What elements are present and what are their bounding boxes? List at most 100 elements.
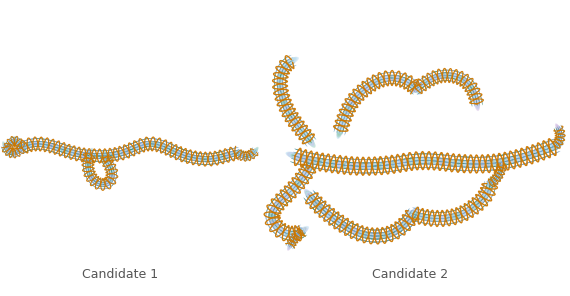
Ellipse shape [196, 156, 211, 162]
Ellipse shape [46, 143, 61, 150]
Ellipse shape [14, 139, 23, 147]
Ellipse shape [311, 198, 324, 211]
Ellipse shape [361, 163, 381, 170]
Ellipse shape [11, 150, 21, 155]
Ellipse shape [170, 149, 185, 157]
Ellipse shape [447, 73, 463, 80]
Ellipse shape [92, 180, 104, 187]
Ellipse shape [88, 153, 103, 159]
Ellipse shape [205, 155, 221, 162]
Ellipse shape [538, 144, 557, 154]
Ellipse shape [275, 226, 291, 237]
Ellipse shape [499, 164, 503, 175]
Ellipse shape [295, 123, 307, 136]
Ellipse shape [277, 70, 283, 87]
Ellipse shape [418, 78, 431, 88]
Ellipse shape [27, 141, 42, 147]
Ellipse shape [132, 142, 146, 150]
Ellipse shape [28, 141, 44, 147]
Ellipse shape [113, 150, 128, 157]
Ellipse shape [3, 145, 11, 154]
Ellipse shape [108, 164, 115, 177]
Ellipse shape [316, 203, 329, 215]
Ellipse shape [347, 226, 363, 236]
Ellipse shape [422, 76, 436, 85]
Ellipse shape [390, 75, 406, 82]
Ellipse shape [324, 160, 344, 167]
Ellipse shape [376, 75, 392, 83]
Ellipse shape [11, 139, 21, 144]
Ellipse shape [295, 155, 314, 163]
Ellipse shape [336, 220, 351, 231]
Ellipse shape [409, 157, 429, 164]
Ellipse shape [497, 167, 503, 177]
Ellipse shape [294, 174, 306, 188]
Ellipse shape [364, 233, 381, 239]
Ellipse shape [296, 172, 308, 186]
Ellipse shape [445, 73, 461, 79]
Ellipse shape [86, 159, 91, 172]
Ellipse shape [393, 222, 408, 234]
Ellipse shape [352, 229, 369, 238]
Ellipse shape [92, 153, 107, 159]
Ellipse shape [404, 212, 416, 226]
Ellipse shape [93, 153, 108, 159]
Ellipse shape [367, 233, 384, 239]
Ellipse shape [288, 152, 307, 161]
Ellipse shape [322, 160, 342, 167]
Ellipse shape [351, 163, 370, 170]
Ellipse shape [426, 74, 441, 82]
Ellipse shape [156, 142, 170, 150]
Ellipse shape [551, 141, 560, 149]
Ellipse shape [553, 140, 561, 149]
Ellipse shape [467, 201, 481, 213]
Ellipse shape [379, 75, 396, 81]
Ellipse shape [171, 149, 185, 157]
Ellipse shape [100, 181, 112, 187]
Ellipse shape [474, 160, 493, 167]
Ellipse shape [251, 147, 259, 156]
Ellipse shape [97, 182, 111, 187]
Ellipse shape [285, 231, 303, 237]
Ellipse shape [308, 194, 321, 208]
Ellipse shape [153, 142, 168, 149]
Ellipse shape [64, 149, 80, 156]
Ellipse shape [142, 141, 158, 147]
Ellipse shape [458, 76, 471, 86]
Ellipse shape [166, 147, 181, 155]
Ellipse shape [300, 166, 311, 181]
Ellipse shape [35, 141, 51, 147]
Ellipse shape [363, 163, 382, 169]
Ellipse shape [366, 233, 384, 239]
Ellipse shape [27, 141, 43, 147]
Ellipse shape [400, 158, 419, 165]
Ellipse shape [418, 214, 436, 221]
Ellipse shape [161, 144, 175, 153]
Ellipse shape [240, 154, 251, 158]
Ellipse shape [67, 149, 82, 157]
Ellipse shape [388, 226, 404, 236]
Ellipse shape [86, 167, 92, 179]
Ellipse shape [109, 151, 124, 158]
Ellipse shape [463, 78, 474, 91]
Ellipse shape [461, 161, 481, 167]
Ellipse shape [137, 141, 152, 148]
Ellipse shape [369, 77, 385, 86]
Ellipse shape [513, 153, 532, 162]
Ellipse shape [319, 160, 339, 167]
Ellipse shape [290, 236, 296, 245]
Ellipse shape [290, 178, 303, 192]
Ellipse shape [326, 161, 345, 168]
Ellipse shape [483, 160, 503, 167]
Ellipse shape [319, 207, 333, 219]
Ellipse shape [287, 112, 298, 126]
Ellipse shape [556, 124, 561, 134]
Ellipse shape [449, 73, 463, 80]
Ellipse shape [17, 141, 24, 151]
Ellipse shape [268, 204, 277, 221]
Ellipse shape [498, 165, 503, 175]
Ellipse shape [558, 129, 562, 141]
Ellipse shape [9, 151, 20, 155]
Ellipse shape [382, 75, 398, 81]
Ellipse shape [468, 161, 488, 167]
